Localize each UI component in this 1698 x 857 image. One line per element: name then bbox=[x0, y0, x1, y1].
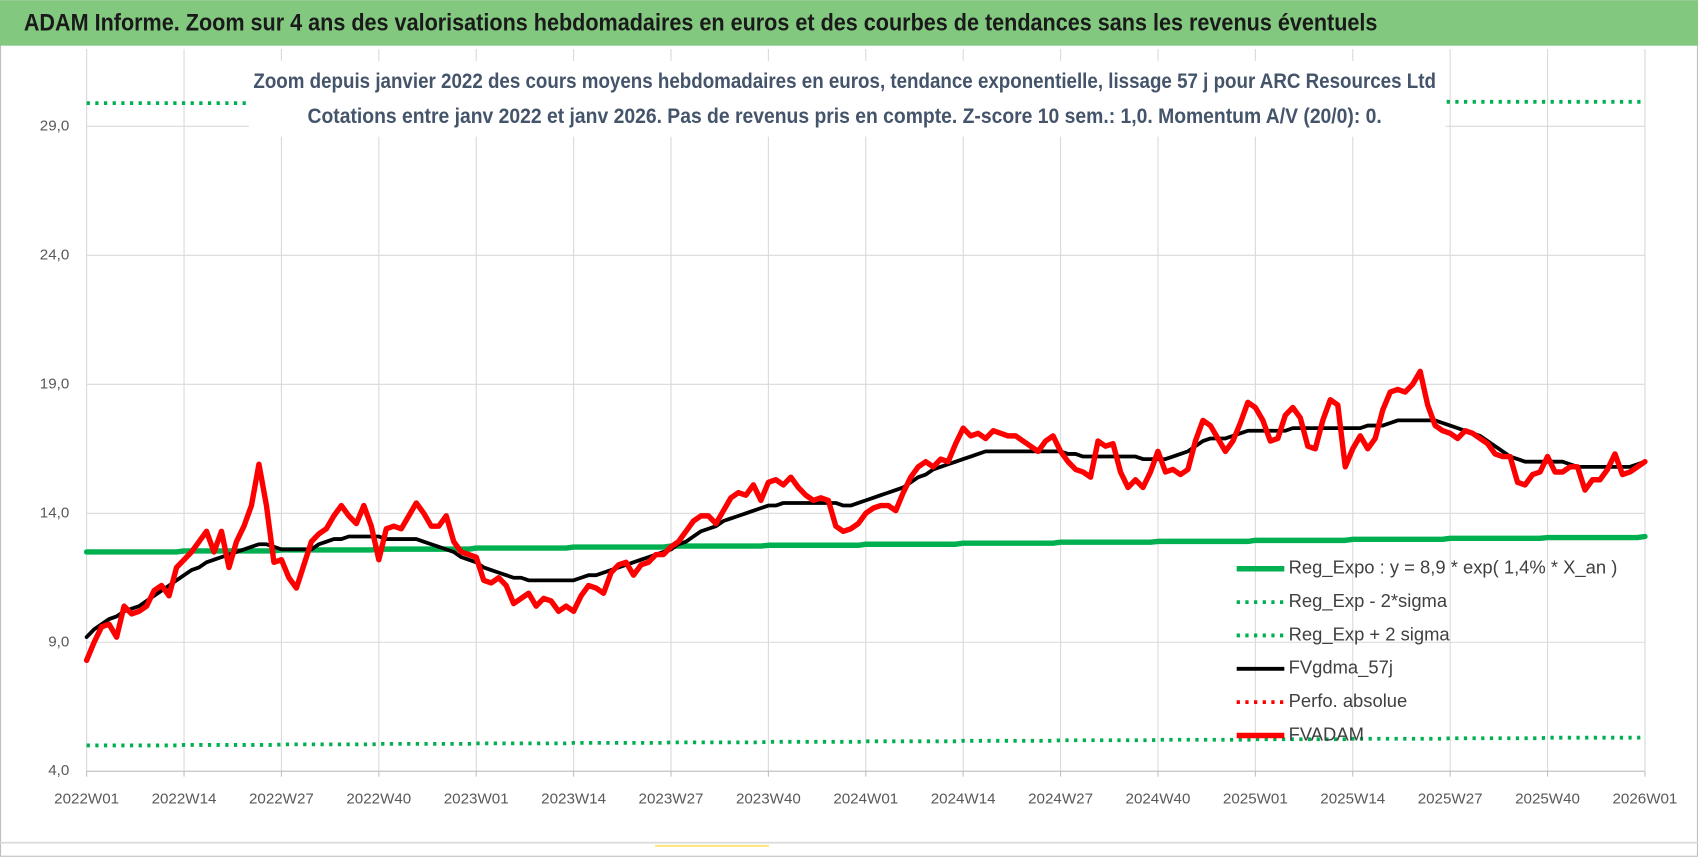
x-tick-label: 2022W01 bbox=[54, 790, 119, 807]
legend-label: Perfo. absolue bbox=[1289, 690, 1408, 711]
header-bar bbox=[0, 0, 1698, 46]
chart-title: ADAM Informe. Zoom sur 4 ans des valoris… bbox=[24, 9, 1378, 36]
x-tick-label: 2025W40 bbox=[1515, 790, 1580, 807]
legend-label: Reg_Expo : y = 8,9 * exp( 1,4% * X_an ) bbox=[1289, 557, 1618, 579]
x-tick-label: 2026W01 bbox=[1612, 790, 1677, 807]
x-tick-label: 2022W40 bbox=[346, 790, 411, 807]
x-tick-label: 2023W01 bbox=[444, 790, 509, 807]
x-tick-label: 2025W01 bbox=[1223, 790, 1288, 807]
series-line bbox=[83, 533, 1648, 555]
x-tick-label: 2022W27 bbox=[249, 790, 314, 807]
y-tick-label: 14,0 bbox=[40, 504, 70, 521]
y-tick-label: 19,0 bbox=[40, 375, 70, 392]
subtitle: Cotations entre janv 2022 et janv 2026. … bbox=[308, 103, 1382, 128]
x-tick-label: 2024W27 bbox=[1028, 790, 1093, 807]
legend-label: FVADAM bbox=[1289, 723, 1364, 744]
series-line bbox=[84, 418, 1647, 639]
subtitle: Zoom depuis janvier 2022 des cours moyen… bbox=[253, 68, 1436, 93]
x-tick-label: 2023W40 bbox=[736, 790, 801, 807]
legend-label: Reg_Exp - 2*sigma bbox=[1289, 590, 1448, 612]
x-tick-label: 2025W27 bbox=[1418, 790, 1483, 807]
x-tick-label: 2023W27 bbox=[639, 790, 704, 807]
y-tick-label: 29,0 bbox=[40, 117, 70, 134]
subtitle-box bbox=[249, 60, 1446, 137]
y-tick-label: 4,0 bbox=[48, 762, 69, 779]
legend: Reg_Expo : y = 8,9 * exp( 1,4% * X_an ) R… bbox=[1236, 557, 1618, 744]
x-tick-label: 2024W40 bbox=[1126, 790, 1191, 807]
x-tick-label: 2025W14 bbox=[1320, 790, 1385, 807]
x-tick-label: 2024W01 bbox=[833, 790, 898, 807]
x-tick-label: 2022W14 bbox=[152, 790, 217, 807]
legend-label: Reg_Exp + 2 sigma bbox=[1289, 623, 1451, 645]
y-tick-label: 24,0 bbox=[40, 246, 70, 263]
y-tick-label: 9,0 bbox=[48, 633, 69, 650]
x-tick-label: 2023W14 bbox=[541, 790, 606, 807]
legend-label: FVgdma_57j bbox=[1289, 657, 1393, 679]
x-tick-label: 2024W14 bbox=[931, 790, 996, 807]
series-line bbox=[83, 368, 1648, 664]
